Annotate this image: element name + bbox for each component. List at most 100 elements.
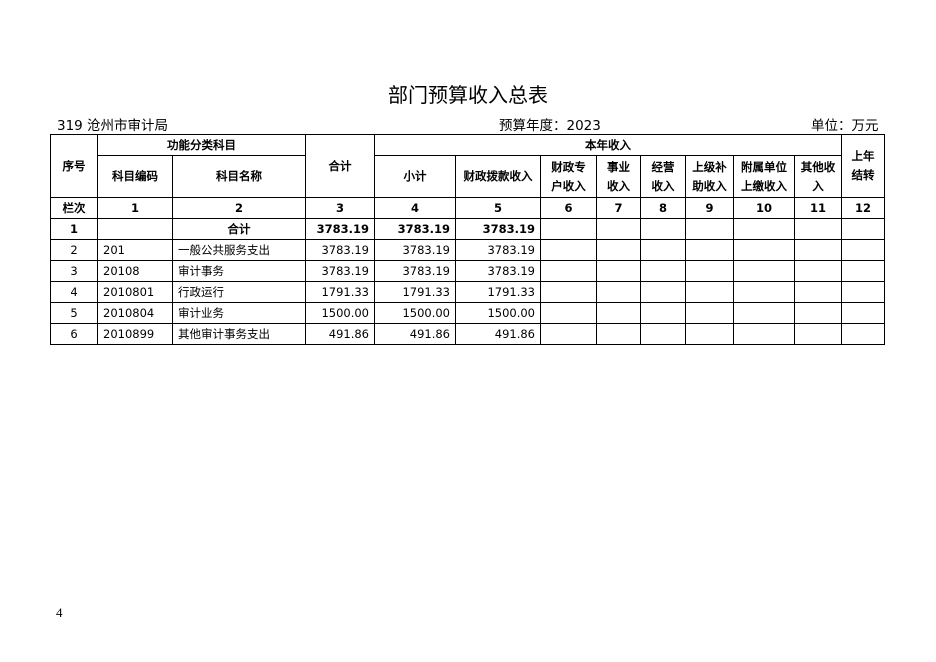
empty-cell: [540, 281, 597, 303]
cell-seq: 3: [50, 260, 98, 282]
empty-cell: [685, 323, 734, 345]
empty-cell: [596, 281, 641, 303]
empty-cell: [640, 281, 686, 303]
cell-name: 其他审计事务支出: [172, 323, 306, 345]
header-fiscal: 财政拨款收入: [455, 155, 541, 198]
cell-fiscal: 3783.19: [455, 260, 541, 282]
cell-seq: 1: [50, 218, 98, 240]
cell-code: 2010804: [97, 302, 173, 324]
cell-subtotal: 3783.19: [374, 218, 456, 240]
empty-cell: [733, 302, 795, 324]
empty-cell: [685, 302, 734, 324]
empty-cell: [596, 302, 641, 324]
empty-cell: [733, 260, 795, 282]
empty-cell: [685, 218, 734, 240]
cell-subtotal: 3783.19: [374, 239, 456, 261]
cell-name: 审计业务: [172, 302, 306, 324]
table-row: 2 201 一般公共服务支出 3783.19 3783.19 3783.19: [50, 239, 885, 261]
cell-fiscal: 3783.19: [455, 239, 541, 261]
header-other: 其他收 入: [794, 155, 842, 198]
empty-cell: [540, 218, 597, 240]
cell-total: 3783.19: [305, 218, 375, 240]
cell-name: 合计: [172, 218, 306, 240]
cell-seq: 5: [50, 302, 98, 324]
column-number-row: 栏次 1 2 3 4 5 6 7 8 9 10 11 12: [50, 197, 885, 219]
header-affiliated: 附属单位 上缴收入: [733, 155, 795, 198]
empty-cell: [540, 239, 597, 261]
column-number-cell: 4: [374, 197, 456, 219]
header-func-group: 功能分类科目: [97, 134, 306, 156]
empty-cell: [794, 239, 842, 261]
column-number-cell: 11: [794, 197, 842, 219]
empty-cell: [841, 218, 885, 240]
cell-subtotal: 1791.33: [374, 281, 456, 303]
empty-cell: [596, 323, 641, 345]
column-number-cell: 12: [841, 197, 885, 219]
empty-cell: [841, 239, 885, 261]
empty-cell: [640, 218, 686, 240]
header-code: 科目编码: [97, 155, 173, 198]
cell-total: 3783.19: [305, 239, 375, 261]
empty-cell: [794, 281, 842, 303]
cell-code: 201: [97, 239, 173, 261]
table-row: 5 2010804 审计业务 1500.00 1500.00 1500.00: [50, 302, 885, 324]
empty-cell: [540, 260, 597, 282]
cell-name: 行政运行: [172, 281, 306, 303]
empty-cell: [685, 239, 734, 261]
empty-cell: [640, 239, 686, 261]
column-number-cell: 5: [455, 197, 541, 219]
empty-cell: [685, 260, 734, 282]
header-subsidy: 上级补 助收入: [685, 155, 734, 198]
empty-cell: [733, 281, 795, 303]
empty-cell: [540, 302, 597, 324]
header-operating: 经营 收入: [640, 155, 686, 198]
page-title: 部门预算收入总表: [388, 83, 548, 107]
header-seq: 序号: [50, 134, 98, 198]
cell-code: 20108: [97, 260, 173, 282]
table-row: 1 合计 3783.19 3783.19 3783.19: [50, 218, 885, 240]
cell-code: [97, 218, 173, 240]
cell-total: 1500.00: [305, 302, 375, 324]
empty-cell: [596, 239, 641, 261]
column-number-cell: 10: [733, 197, 795, 219]
cell-fiscal: 1791.33: [455, 281, 541, 303]
header-carryover: 上年 结转: [841, 134, 885, 198]
cell-code: 2010899: [97, 323, 173, 345]
empty-cell: [733, 218, 795, 240]
empty-cell: [794, 218, 842, 240]
header-this-year: 本年收入: [374, 134, 842, 156]
empty-cell: [841, 302, 885, 324]
cell-name: 一般公共服务支出: [172, 239, 306, 261]
cell-fiscal: 1500.00: [455, 302, 541, 324]
cell-total: 1791.33: [305, 281, 375, 303]
cell-total: 491.86: [305, 323, 375, 345]
cell-subtotal: 491.86: [374, 323, 456, 345]
cell-total: 3783.19: [305, 260, 375, 282]
empty-cell: [794, 323, 842, 345]
cell-fiscal: 3783.19: [455, 218, 541, 240]
cell-fiscal: 491.86: [455, 323, 541, 345]
unit-label: 单位：万元: [811, 118, 879, 134]
column-number-cell: 栏次: [50, 197, 98, 219]
empty-cell: [596, 260, 641, 282]
budget-year: 预算年度：2023: [499, 118, 601, 134]
empty-cell: [841, 281, 885, 303]
empty-cell: [540, 323, 597, 345]
column-number-cell: 6: [540, 197, 597, 219]
page-number: 4: [56, 605, 63, 620]
column-number-cell: 3: [305, 197, 375, 219]
empty-cell: [640, 302, 686, 324]
cell-code: 2010801: [97, 281, 173, 303]
income-summary-table: 序号 功能分类科目 合计 本年收入 上年 结转 科目编码 科目名称 小计 财政拨…: [50, 134, 885, 345]
header-special: 财政专 户收入: [540, 155, 597, 198]
empty-cell: [640, 323, 686, 345]
header-subtotal: 小计: [374, 155, 456, 198]
empty-cell: [596, 218, 641, 240]
cell-subtotal: 3783.19: [374, 260, 456, 282]
cell-seq: 4: [50, 281, 98, 303]
column-number-cell: 9: [685, 197, 734, 219]
cell-seq: 2: [50, 239, 98, 261]
empty-cell: [733, 323, 795, 345]
empty-cell: [794, 302, 842, 324]
